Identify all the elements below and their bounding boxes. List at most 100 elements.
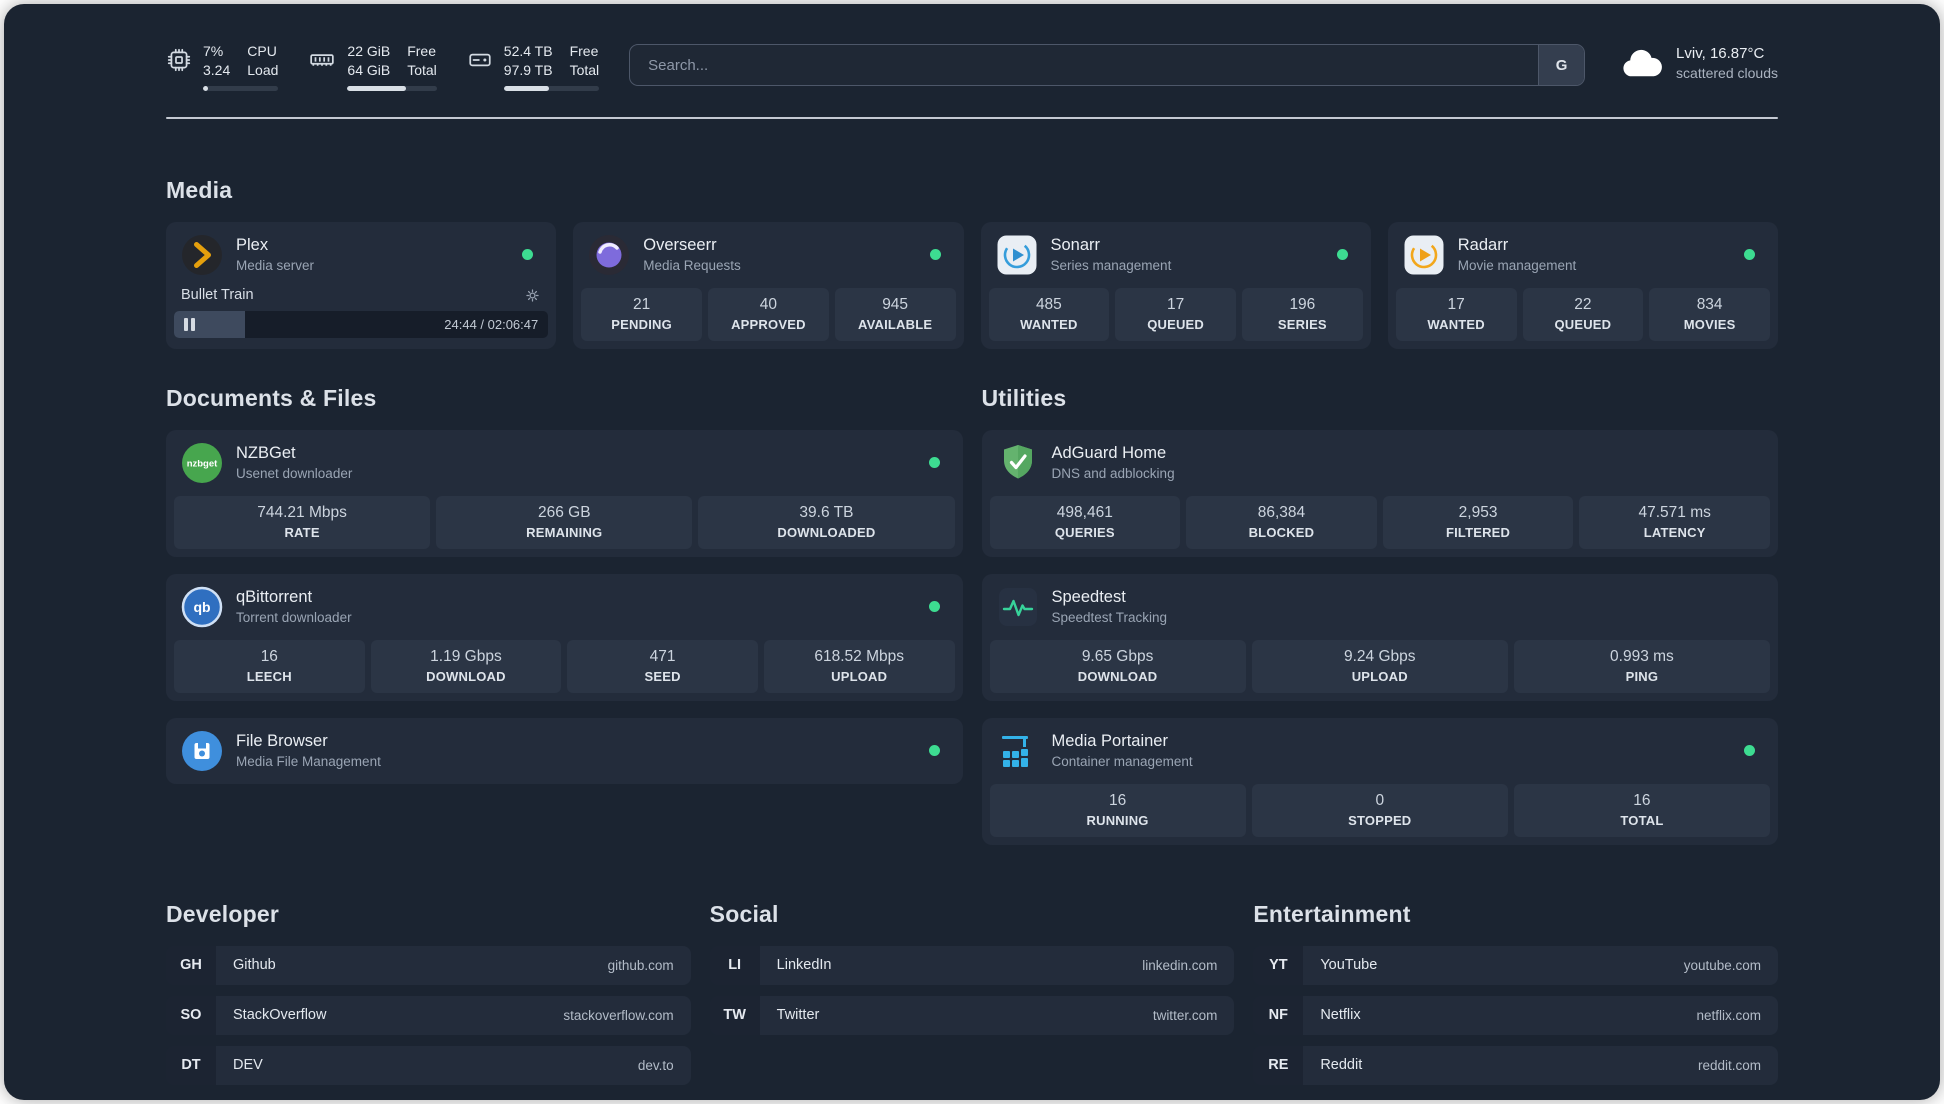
- stat-value: 17: [1167, 296, 1185, 314]
- service-name: AdGuard Home: [1051, 444, 1167, 463]
- bookmark-abbr: YT: [1253, 945, 1304, 985]
- plex-playback-time: 24:44 / 02:06:47: [444, 316, 539, 332]
- stat-approved: 40 APPROVED: [708, 287, 829, 341]
- overseerr-card: Overseerr Media Requests 21 PENDING 40 APP…: [573, 221, 964, 349]
- stat-value: 0: [1375, 792, 1385, 810]
- bookmark-twitter[interactable]: TW Twitter twitter.com: [709, 995, 1235, 1035]
- memory-free: 22 GiB: [347, 43, 391, 59]
- memory-label-bottom: Total: [407, 61, 437, 78]
- sonarr-link[interactable]: Sonarr Series management: [989, 230, 1363, 280]
- bookmark-linkedin[interactable]: LI LinkedIn linkedin.com: [709, 945, 1235, 985]
- nzbget-card: nzbget NZBGet Usenet downloader 744.21 M…: [166, 429, 963, 557]
- topbar-divider: [166, 116, 1778, 119]
- qbittorrent-link[interactable]: qb qBittorrent Torrent downloader: [174, 582, 955, 632]
- stat-value: 16: [1633, 792, 1651, 810]
- bookmark-name: Netflix: [1320, 1007, 1361, 1024]
- dashboard-container: 7% 3.24 CPU Load: [166, 4, 1778, 1085]
- service-subtitle: Usenet downloader: [236, 465, 353, 481]
- bookmark-reddit[interactable]: RE Reddit reddit.com: [1253, 1045, 1778, 1085]
- service-name: File Browser: [236, 732, 328, 751]
- gear-icon[interactable]: [524, 287, 541, 304]
- cpu-usage-fill: [203, 85, 209, 91]
- cpu-percent: 7%: [203, 43, 224, 59]
- stat-value: 86,384: [1257, 504, 1306, 522]
- stat-seed: 471 SEED: [567, 639, 758, 693]
- stat-value: 834: [1696, 296, 1723, 314]
- status-dot: [1744, 745, 1755, 757]
- qbittorrent-icon: qb: [181, 586, 223, 628]
- bookmark-abbr: RE: [1253, 1045, 1304, 1085]
- qbittorrent-card: qb qBittorrent Torrent downloader 16 LEEC…: [166, 573, 963, 701]
- overseerr-icon: [588, 234, 630, 276]
- stat-label: DOWNLOADED: [777, 525, 876, 541]
- stat-label: SERIES: [1277, 317, 1327, 333]
- disk-label-top: Free: [569, 43, 599, 59]
- weather-widget: Lviv, 16.87°C scattered clouds: [1619, 44, 1778, 83]
- filebrowser-link[interactable]: File Browser Media File Management: [174, 726, 955, 776]
- stat-label: RUNNING: [1086, 813, 1149, 829]
- service-name: Media Portainer: [1051, 732, 1168, 751]
- entertainment-section-title: Entertainment: [1253, 900, 1411, 927]
- nzbget-link[interactable]: nzbget NZBGet Usenet downloader: [174, 438, 955, 488]
- speedtest-link[interactable]: Speedtest Speedtest Tracking: [990, 582, 1771, 632]
- bookmark-stackoverflow[interactable]: SO StackOverflow stackoverflow.com: [166, 995, 691, 1035]
- weather-location: Lviv, 16.87°C: [1676, 45, 1765, 62]
- search-input[interactable]: [630, 45, 1539, 85]
- status-dot: [522, 249, 534, 261]
- bookmark-github[interactable]: GH Github github.com: [166, 945, 691, 985]
- stat-label: LATENCY: [1643, 525, 1706, 541]
- bookmark-domain: linkedin.com: [1142, 957, 1218, 973]
- cpu-load: 3.24: [203, 61, 231, 78]
- cpu-labels: CPU Load: [247, 42, 278, 80]
- stat-value: 21: [633, 296, 651, 314]
- radarr-link[interactable]: Radarr Movie management: [1396, 230, 1770, 280]
- portainer-icon: [997, 730, 1039, 772]
- bookmark-dev[interactable]: DT DEV dev.to: [166, 1045, 691, 1085]
- search-provider-button[interactable]: G: [1538, 45, 1585, 85]
- stat-label: LEECH: [246, 669, 292, 685]
- stat-label: MOVIES: [1683, 317, 1736, 333]
- bookmark-netflix[interactable]: NF Netflix netflix.com: [1253, 995, 1778, 1035]
- section-developer: Developer GH Github github.com SO StackO…: [166, 901, 691, 1085]
- resource-widgets: 7% 3.24 CPU Load: [166, 42, 600, 91]
- stat-remaining: 266 GB REMAINING: [436, 495, 693, 549]
- stat-ping: 0.993 ms PING: [1513, 639, 1771, 693]
- stat-label: QUEUED: [1554, 317, 1612, 333]
- stat-value: 1.19 Gbps: [430, 648, 502, 666]
- stat-value: 498,461: [1056, 504, 1113, 522]
- adguard-link[interactable]: AdGuard Home DNS and adblocking: [990, 438, 1771, 488]
- bookmark-abbr: DT: [166, 1045, 216, 1085]
- bookmark-youtube[interactable]: YT YouTube youtube.com: [1253, 945, 1778, 985]
- stat-value: 9.24 Gbps: [1343, 648, 1416, 666]
- sonarr-stats: 485 WANTED 17 QUEUED 196 SERIES: [988, 287, 1363, 341]
- plex-link[interactable]: Plex Media server: [174, 230, 548, 280]
- disk-widget: 52.4 TB 97.9 TB Free Total: [467, 42, 600, 91]
- filebrowser-card: File Browser Media File Management: [166, 717, 963, 784]
- adguard-card: AdGuard Home DNS and adblocking 498,461 Q…: [981, 429, 1778, 557]
- stat-label: DOWNLOAD: [426, 669, 506, 685]
- media-section-title: Media: [166, 176, 233, 203]
- cpu-widget: 7% 3.24 CPU Load: [166, 42, 279, 91]
- stat-value: 266 GB: [537, 504, 591, 522]
- adguard-icon: [997, 442, 1039, 484]
- stat-download: 9.65 Gbps DOWNLOAD: [989, 639, 1246, 693]
- stat-label: DOWNLOAD: [1077, 669, 1158, 685]
- bookmark-name: DEV: [233, 1057, 263, 1074]
- bookmark-abbr: NF: [1253, 995, 1304, 1035]
- stat-label: WANTED: [1020, 317, 1078, 333]
- stat-value: 39.6 TB: [799, 504, 854, 522]
- social-section-title: Social: [709, 900, 779, 927]
- service-subtitle: Media Requests: [643, 257, 741, 273]
- portainer-link[interactable]: Media Portainer Container management: [990, 726, 1771, 776]
- cloud-icon: [1619, 47, 1663, 81]
- pause-icon[interactable]: [184, 317, 195, 331]
- stat-total: 16 TOTAL: [1513, 783, 1771, 837]
- stat-label: SEED: [644, 669, 681, 685]
- cpu-label-bottom: Load: [247, 61, 279, 78]
- stat-blocked: 86,384 BLOCKED: [1186, 495, 1377, 549]
- plex-progress-bar[interactable]: 24:44 / 02:06:47: [174, 310, 549, 338]
- overseerr-link[interactable]: Overseerr Media Requests: [581, 230, 955, 280]
- service-subtitle: Container management: [1051, 753, 1193, 769]
- section-media: Media Plex Media server Bullet Train: [166, 177, 1778, 349]
- stat-filtered: 2,953 FILTERED: [1382, 495, 1574, 549]
